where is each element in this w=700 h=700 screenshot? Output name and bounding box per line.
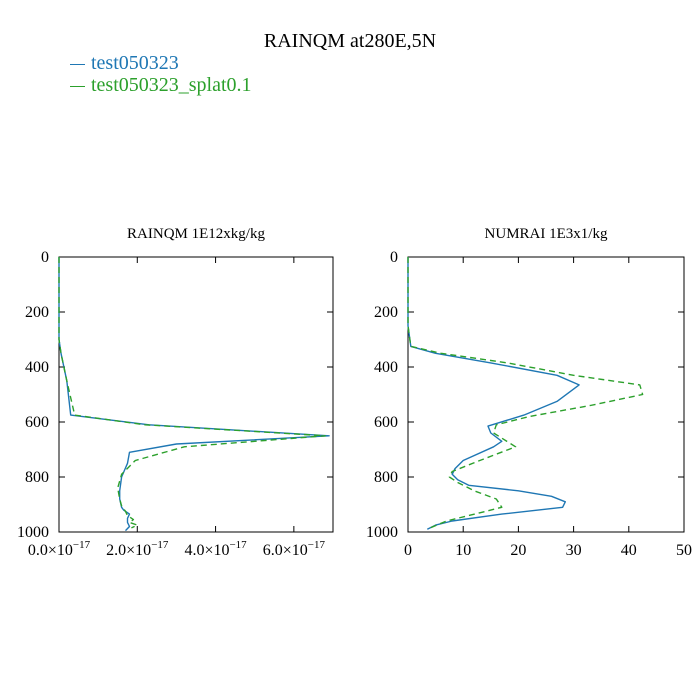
panel-1-series-1-line	[407, 257, 644, 529]
panel-1-xtick-label-0: 0	[404, 542, 412, 559]
panel-1-xtick-label-3: 30	[566, 542, 582, 559]
legend-label-test050323: test050323	[91, 52, 179, 74]
panel-1-ytick-label-1: 200	[374, 304, 398, 321]
panel-1-ytick-label-0: 0	[390, 249, 398, 266]
panel-0-ytick-label-5: 1000	[17, 524, 49, 541]
panel-1-ytick-label-2: 400	[374, 359, 398, 376]
panel-1-xtick-label-2: 20	[510, 542, 526, 559]
panel-1-ytick-label-3: 600	[374, 414, 398, 431]
panel-0-ytick-label-1: 200	[25, 304, 49, 321]
legend-swatch-splat	[70, 85, 85, 87]
panel-0-xtick-label-3: 6.0×10−17	[263, 539, 326, 559]
panel-0-ytick-label-4: 800	[25, 469, 49, 486]
legend-item-splat: test050323_splat0.1	[70, 74, 252, 96]
panel-1-series-0-line	[407, 257, 580, 530]
panel-1-ytick-label-5: 1000	[366, 524, 398, 541]
figure-title: RAINQM at280E,5N	[263, 30, 437, 52]
panel-1-xtick-label-1: 10	[455, 542, 471, 559]
panel-0-ytick-label-3: 600	[25, 414, 49, 431]
legend-item-test050323: test050323	[70, 52, 252, 74]
panel-0-title: RAINQM 1E12xkg/kg	[127, 226, 265, 242]
legend-label-splat: test050323_splat0.1	[91, 74, 252, 96]
panel-1-xtick-label-4: 40	[621, 542, 637, 559]
panel-0-frame	[58, 256, 334, 533]
panel-0-xtick-label-1: 2.0×10−17	[106, 539, 169, 559]
panel-0-series-0-line	[58, 257, 330, 532]
panel-1-xtick-label-5: 50	[676, 542, 692, 559]
legend: test050323 test050323_splat0.1	[70, 52, 252, 96]
panel-1-title: NUMRAI 1E3x1/kg	[485, 226, 608, 242]
legend-swatch-test050323	[70, 63, 85, 65]
panel-0-series-1-line	[58, 257, 326, 529]
panel-0-ytick-label-2: 400	[25, 359, 49, 376]
panel-1-ytick-label-4: 800	[374, 469, 398, 486]
panel-0-xtick-label-0: 0.0×10−17	[28, 539, 91, 559]
panel-0-xtick-label-2: 4.0×10−17	[184, 539, 247, 559]
panel-1-frame	[407, 256, 685, 533]
panel-0-ytick-label-0: 0	[41, 249, 49, 266]
